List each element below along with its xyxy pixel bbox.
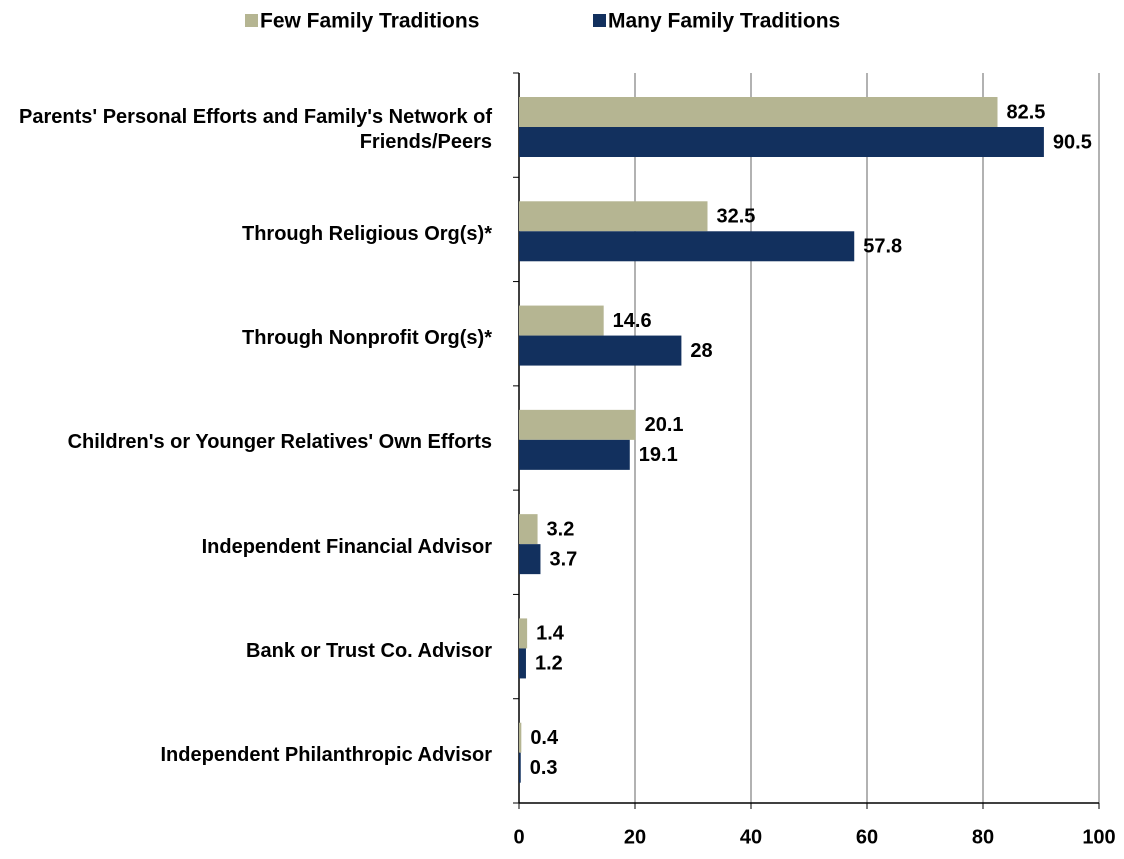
bar [519,305,604,336]
data-label: 3.7 [549,548,577,570]
bar [519,97,998,127]
y-tick-label: Bank or Trust Co. Advisor [0,604,492,698]
legend-label: Few Family Traditions [260,10,479,33]
data-label: 28 [690,340,712,362]
y-tick-label-text: Independent Financial Advisor [201,535,492,558]
bar [519,648,526,679]
y-tick-label-text: Bank or Trust Co. Advisor [246,640,492,663]
data-label: 1.2 [535,653,563,675]
y-tick-label: Parents' Personal Efforts and Family's N… [0,83,492,177]
legend-swatch [245,14,258,27]
y-tick-label-text: Independent Philanthropic Advisor [160,744,492,767]
data-label: 57.8 [863,236,902,258]
data-label: 0.4 [530,727,559,749]
y-tick-label: Through Nonprofit Org(s)* [0,292,492,386]
data-label: 82.5 [1007,101,1046,123]
data-label: 14.6 [613,310,652,332]
x-tick-label: 20 [624,826,646,848]
bar [519,618,528,649]
y-tick-label: Through Religious Org(s)* [0,187,492,281]
x-tick-label: 80 [972,826,994,848]
y-tick-label-text: Parents' Personal Efforts and Family's N… [19,106,492,154]
bar [519,752,521,783]
y-tick-label: Children's or Younger Relatives' Own Eff… [0,396,492,490]
bar [519,514,538,545]
data-label: 90.5 [1053,131,1092,153]
y-tick-label-text: Through Religious Org(s)* [242,222,492,245]
legend-swatch [593,14,606,27]
y-tick-label: Independent Philanthropic Advisor [0,709,492,803]
data-label: 0.3 [530,757,558,779]
bar [519,439,630,470]
bar [519,722,522,753]
bar [519,231,855,262]
bar [519,409,636,440]
x-tick-label: 60 [856,826,878,848]
legend-label: Many Family Traditions [608,10,840,33]
data-label: 3.2 [547,518,575,540]
data-label: 20.1 [645,414,684,436]
bar [519,335,682,366]
x-tick-label: 40 [740,826,762,848]
y-tick-label-text: Children's or Younger Relatives' Own Eff… [67,431,492,454]
data-label: 32.5 [717,206,756,228]
data-label: 19.1 [639,444,678,466]
data-label: 1.4 [536,623,565,645]
x-tick-label: 100 [1082,826,1115,848]
bar [519,127,1044,157]
bar [519,201,708,232]
y-tick-label: Independent Financial Advisor [0,500,492,594]
bar [519,544,541,575]
x-tick-label: 0 [513,826,524,848]
y-tick-label-text: Through Nonprofit Org(s)* [242,327,492,350]
